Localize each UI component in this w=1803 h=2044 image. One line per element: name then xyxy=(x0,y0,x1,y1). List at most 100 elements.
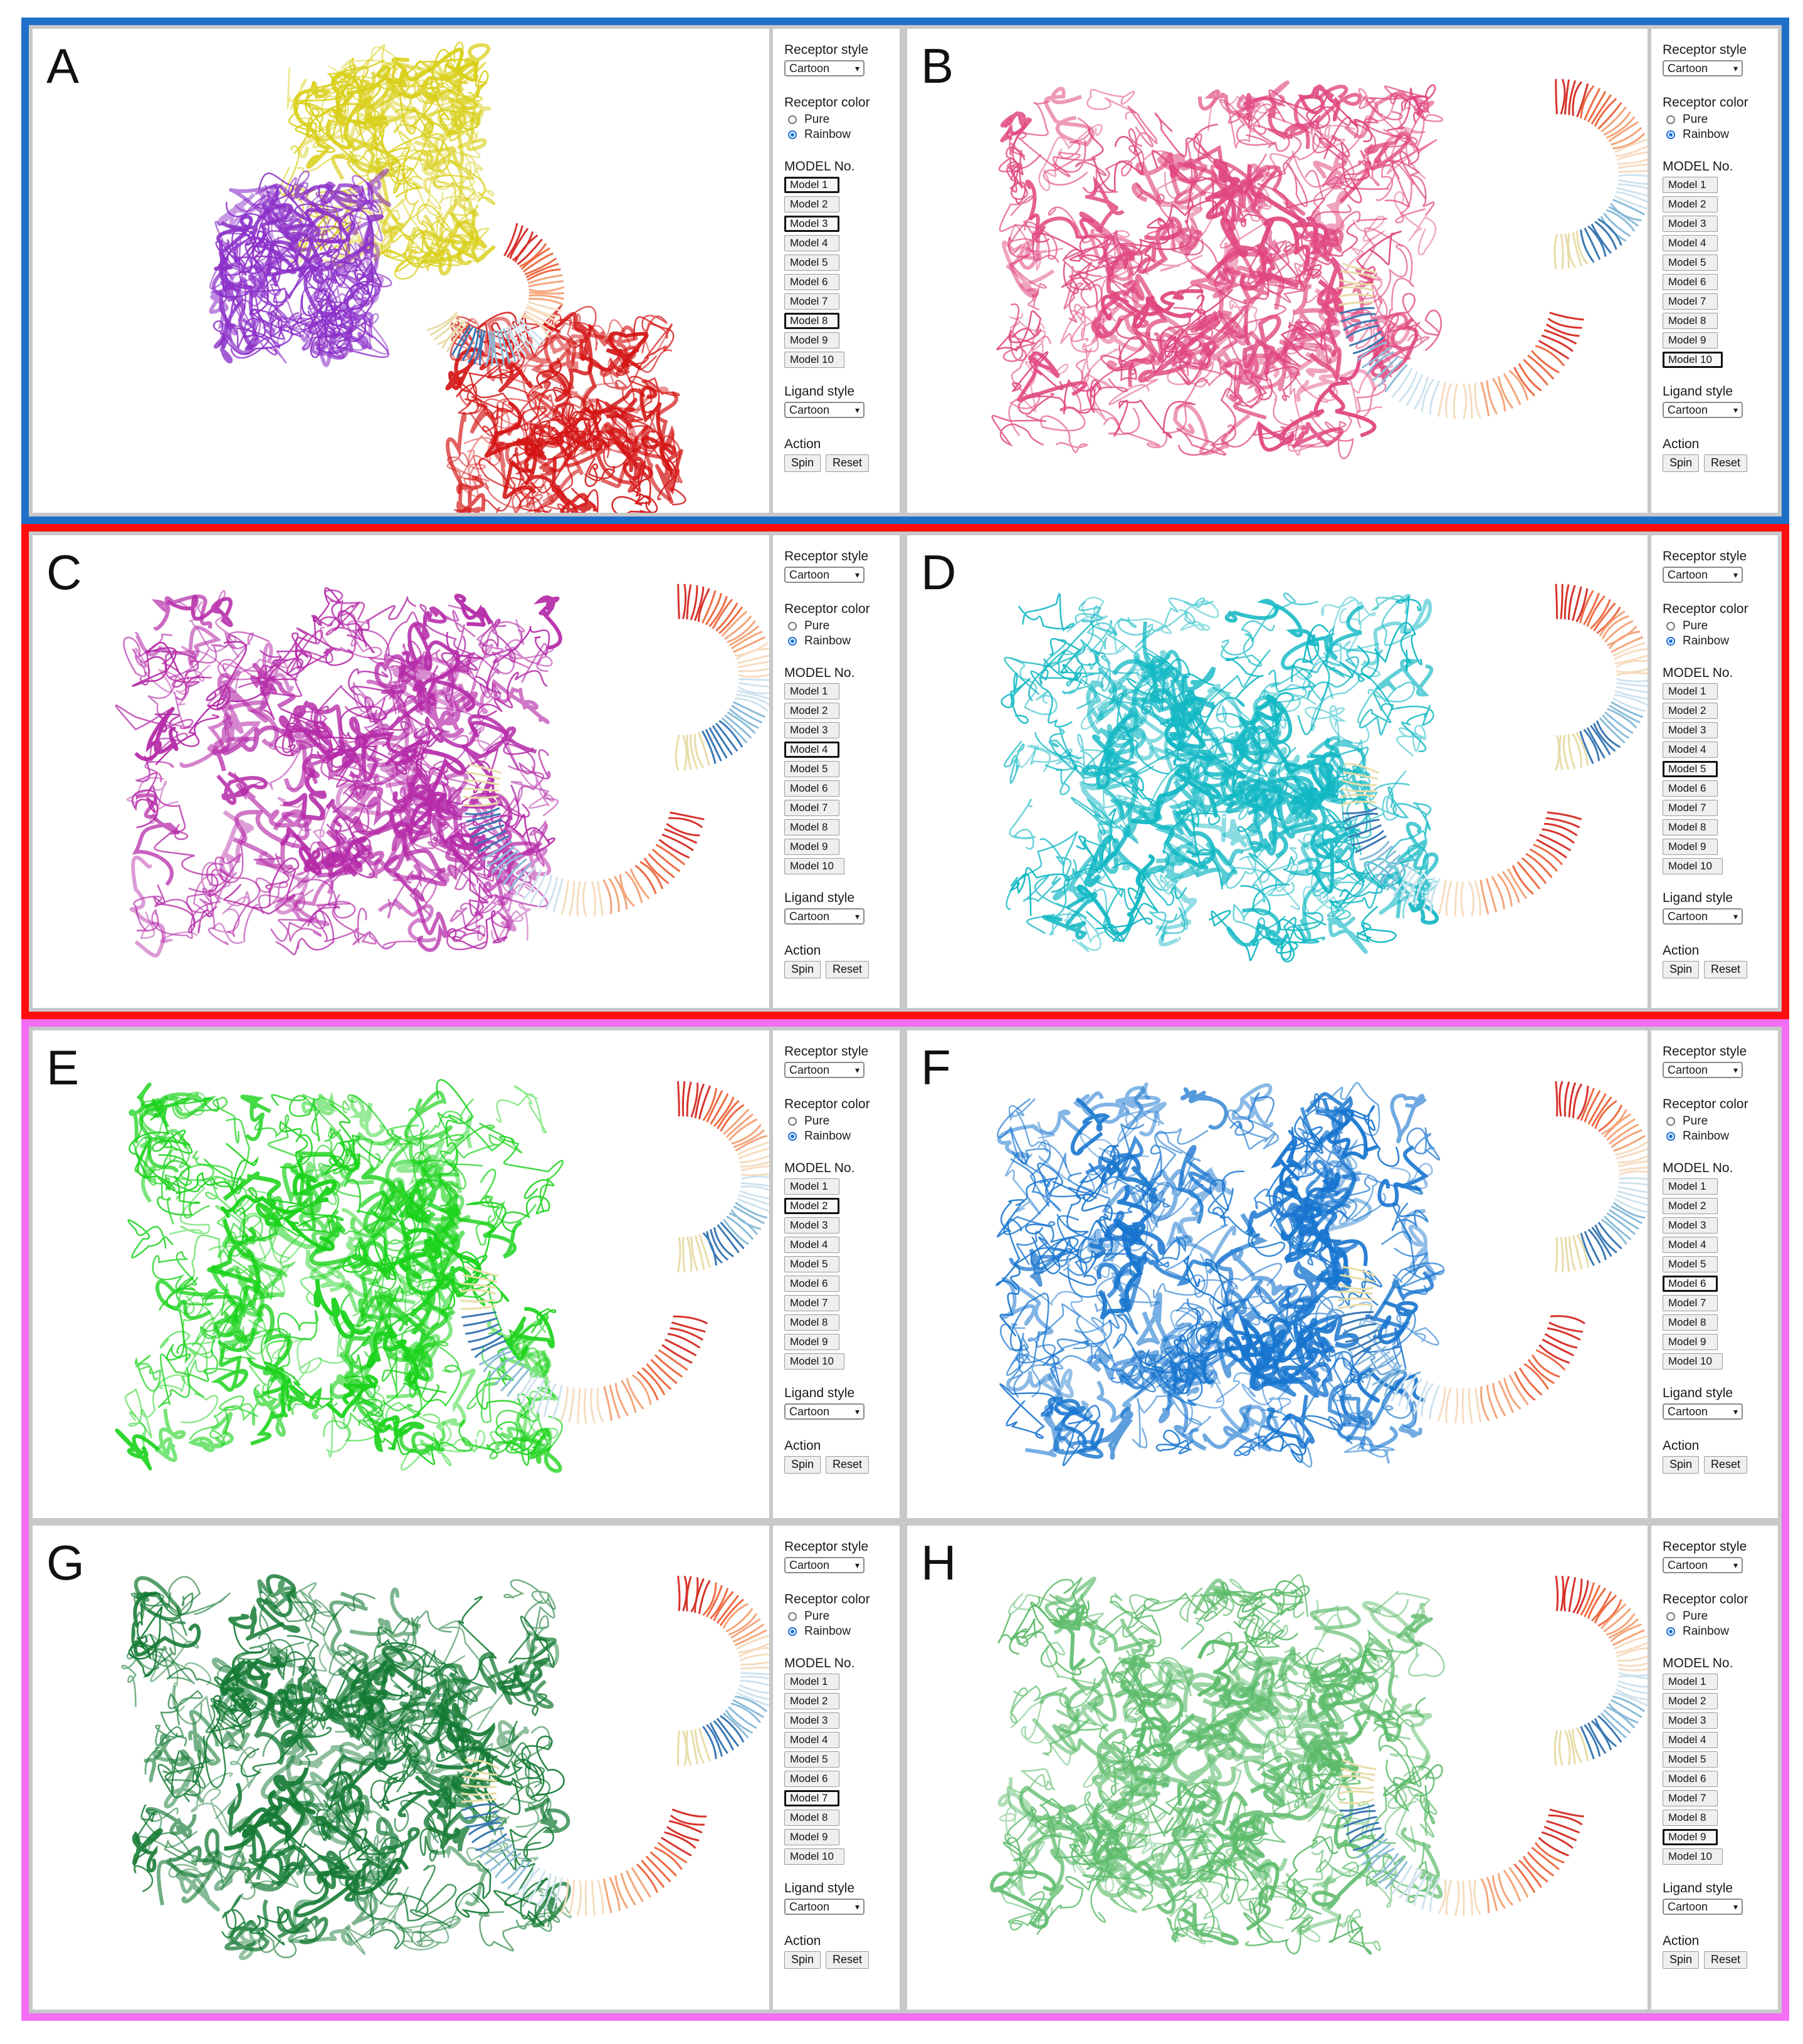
model-button-1[interactable]: Model 1 xyxy=(1663,1674,1718,1690)
molecule-viewer[interactable] xyxy=(33,29,769,513)
ligand-style-select[interactable]: Cartoon ▾ xyxy=(1663,1403,1743,1420)
model-button-3[interactable]: Model 3 xyxy=(1663,722,1718,738)
spin-button[interactable]: Spin xyxy=(1663,1456,1700,1474)
radio-rainbow[interactable] xyxy=(788,637,797,646)
model-button-6[interactable]: Model 6 xyxy=(1663,1771,1718,1787)
model-button-7[interactable]: Model 7 xyxy=(784,800,839,816)
model-button-5[interactable]: Model 5 xyxy=(784,1751,839,1768)
model-button-3[interactable]: Model 3 xyxy=(1663,1217,1718,1234)
color-option-pure[interactable]: Pure xyxy=(788,1114,903,1128)
receptor-style-select[interactable]: Cartoon ▾ xyxy=(784,1557,865,1573)
color-option-rainbow[interactable]: Rainbow xyxy=(1666,128,1782,142)
radio-pure[interactable] xyxy=(788,1117,797,1126)
reset-button[interactable]: Reset xyxy=(826,1456,870,1474)
model-button-2[interactable]: Model 2 xyxy=(784,1693,839,1709)
color-option-pure[interactable]: Pure xyxy=(1666,619,1782,633)
model-button-6[interactable]: Model 6 xyxy=(1663,274,1718,290)
model-button-6[interactable]: Model 6 xyxy=(784,1276,839,1292)
model-button-10[interactable]: Model 10 xyxy=(1663,1353,1723,1370)
model-button-4[interactable]: Model 4 xyxy=(1663,742,1718,758)
color-option-pure[interactable]: Pure xyxy=(788,113,903,127)
ligand-style-select[interactable]: Cartoon ▾ xyxy=(1663,402,1743,418)
model-button-6[interactable]: Model 6 xyxy=(784,274,839,290)
model-button-1[interactable]: Model 1 xyxy=(1663,1178,1718,1195)
molecule-canvas[interactable] xyxy=(33,1526,769,2010)
model-button-3[interactable]: Model 3 xyxy=(784,1712,839,1729)
model-button-6[interactable]: Model 6 xyxy=(1663,780,1718,797)
radio-rainbow[interactable] xyxy=(1666,130,1675,139)
color-option-rainbow[interactable]: Rainbow xyxy=(788,1625,903,1638)
color-option-rainbow[interactable]: Rainbow xyxy=(788,128,903,142)
model-button-9[interactable]: Model 9 xyxy=(1663,1829,1718,1845)
model-button-5[interactable]: Model 5 xyxy=(784,761,839,777)
model-button-6[interactable]: Model 6 xyxy=(1663,1276,1718,1292)
model-button-9[interactable]: Model 9 xyxy=(784,332,839,349)
radio-rainbow[interactable] xyxy=(1666,1627,1675,1636)
reset-button[interactable]: Reset xyxy=(826,961,870,978)
model-button-8[interactable]: Model 8 xyxy=(784,1314,839,1331)
radio-pure[interactable] xyxy=(788,622,797,631)
model-button-2[interactable]: Model 2 xyxy=(1663,196,1718,212)
color-option-pure[interactable]: Pure xyxy=(1666,113,1782,127)
model-button-2[interactable]: Model 2 xyxy=(784,703,839,719)
model-button-4[interactable]: Model 4 xyxy=(784,1732,839,1748)
model-button-8[interactable]: Model 8 xyxy=(784,1810,839,1826)
molecule-canvas[interactable] xyxy=(907,1526,1648,2010)
molecule-canvas[interactable] xyxy=(33,1030,769,1518)
model-button-7[interactable]: Model 7 xyxy=(1663,1295,1718,1311)
model-button-8[interactable]: Model 8 xyxy=(1663,1314,1718,1331)
color-option-rainbow[interactable]: Rainbow xyxy=(788,1129,903,1143)
model-button-8[interactable]: Model 8 xyxy=(1663,819,1718,836)
model-button-1[interactable]: Model 1 xyxy=(784,683,839,700)
color-option-rainbow[interactable]: Rainbow xyxy=(1666,1129,1782,1143)
model-button-2[interactable]: Model 2 xyxy=(1663,1693,1718,1709)
reset-button[interactable]: Reset xyxy=(826,1951,870,1969)
model-button-7[interactable]: Model 7 xyxy=(1663,293,1718,310)
model-button-6[interactable]: Model 6 xyxy=(784,780,839,797)
molecule-viewer[interactable] xyxy=(907,29,1648,513)
model-button-7[interactable]: Model 7 xyxy=(1663,1790,1718,1806)
color-option-rainbow[interactable]: Rainbow xyxy=(1666,1625,1782,1638)
model-button-6[interactable]: Model 6 xyxy=(784,1771,839,1787)
molecule-viewer[interactable] xyxy=(907,1030,1648,1518)
model-button-5[interactable]: Model 5 xyxy=(784,254,839,271)
radio-pure[interactable] xyxy=(788,115,797,124)
model-button-2[interactable]: Model 2 xyxy=(1663,1198,1718,1214)
radio-rainbow[interactable] xyxy=(1666,637,1675,646)
radio-rainbow[interactable] xyxy=(1666,1132,1675,1141)
reset-button[interactable]: Reset xyxy=(1704,1951,1748,1969)
molecule-canvas[interactable] xyxy=(907,535,1648,1008)
radio-rainbow[interactable] xyxy=(788,1627,797,1636)
reset-button[interactable]: Reset xyxy=(826,454,870,472)
molecule-canvas[interactable] xyxy=(907,1030,1648,1518)
molecule-canvas[interactable] xyxy=(907,29,1648,513)
model-button-8[interactable]: Model 8 xyxy=(784,313,839,329)
model-button-8[interactable]: Model 8 xyxy=(1663,1810,1718,1826)
model-button-4[interactable]: Model 4 xyxy=(1663,1237,1718,1253)
model-button-1[interactable]: Model 1 xyxy=(784,177,839,193)
receptor-style-select[interactable]: Cartoon ▾ xyxy=(1663,1557,1743,1573)
model-button-10[interactable]: Model 10 xyxy=(784,1353,844,1370)
model-button-7[interactable]: Model 7 xyxy=(784,1295,839,1311)
model-button-3[interactable]: Model 3 xyxy=(1663,216,1718,232)
radio-pure[interactable] xyxy=(1666,622,1675,631)
color-option-pure[interactable]: Pure xyxy=(788,1610,903,1623)
model-button-1[interactable]: Model 1 xyxy=(784,1178,839,1195)
model-button-10[interactable]: Model 10 xyxy=(784,1848,844,1865)
model-button-4[interactable]: Model 4 xyxy=(784,742,839,758)
ligand-style-select[interactable]: Cartoon ▾ xyxy=(1663,1899,1743,1915)
model-button-7[interactable]: Model 7 xyxy=(784,293,839,310)
model-button-5[interactable]: Model 5 xyxy=(1663,254,1718,271)
color-option-pure[interactable]: Pure xyxy=(1666,1114,1782,1128)
ligand-style-select[interactable]: Cartoon ▾ xyxy=(784,402,865,418)
receptor-style-select[interactable]: Cartoon ▾ xyxy=(1663,567,1743,583)
model-button-3[interactable]: Model 3 xyxy=(784,216,839,232)
radio-rainbow[interactable] xyxy=(788,1132,797,1141)
model-button-9[interactable]: Model 9 xyxy=(1663,1334,1718,1350)
model-button-9[interactable]: Model 9 xyxy=(784,1829,839,1845)
spin-button[interactable]: Spin xyxy=(784,454,821,472)
model-button-7[interactable]: Model 7 xyxy=(1663,800,1718,816)
spin-button[interactable]: Spin xyxy=(1663,454,1700,472)
receptor-style-select[interactable]: Cartoon ▾ xyxy=(784,1062,865,1078)
molecule-viewer[interactable] xyxy=(907,535,1648,1008)
